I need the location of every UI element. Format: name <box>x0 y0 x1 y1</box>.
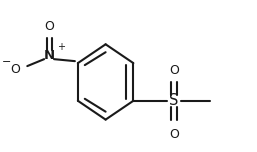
Text: +: + <box>57 42 65 52</box>
Text: N: N <box>43 49 55 62</box>
Text: O: O <box>11 63 20 76</box>
Text: O: O <box>44 20 54 33</box>
Text: O: O <box>169 128 179 141</box>
Text: O: O <box>169 64 179 77</box>
Text: S: S <box>169 93 179 108</box>
Text: −: − <box>2 57 11 67</box>
